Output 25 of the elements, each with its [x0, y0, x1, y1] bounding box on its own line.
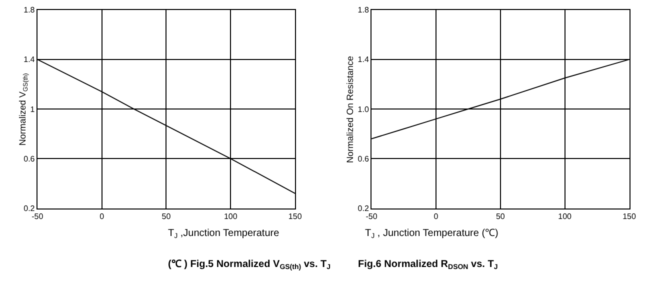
x-tick-label: 50 [162, 212, 172, 221]
y-tick-label: 1.4 [24, 55, 36, 64]
x-tick-label: 150 [288, 212, 302, 221]
x-tick-label: 150 [622, 212, 636, 221]
x-tick-label: -50 [366, 212, 378, 221]
y-tick-label: 1.8 [358, 6, 370, 15]
y-tick-label: 0.6 [358, 154, 370, 164]
x-tick-label: 0 [100, 212, 105, 221]
x-axis-title: T$_{J}$ ,Junction Temperature [168, 228, 280, 240]
x-tick-label: 0 [434, 212, 439, 221]
y-tick-label: 0.6 [24, 154, 36, 164]
y-tick-label: 1.8 [24, 6, 36, 15]
y-tick-label: 1.4 [358, 55, 370, 64]
x-tick-label: 50 [496, 212, 506, 221]
text: (℃ ) Fig.5 Normalized V$_{GS(th)}$ vs. T$_{J}$ [168, 259, 331, 272]
x-tick-label: 100 [224, 212, 238, 221]
y-axis-title: Normalized On Resistance [344, 56, 355, 164]
text: Fig.6 Normalized R$_{DSON}$ vs. T$_{J}$ [358, 259, 498, 272]
y-tick-label: 0.2 [24, 204, 36, 214]
x-axis-title: T$_{J}$ , Junction Temperature (℃) [365, 228, 498, 240]
y-tick-label: 0.2 [358, 204, 370, 214]
y-tick-label: 1 [30, 104, 36, 114]
y-tick-label: 1.0 [358, 104, 370, 114]
x-tick-label: -50 [32, 212, 44, 221]
x-tick-label: 100 [558, 212, 572, 221]
